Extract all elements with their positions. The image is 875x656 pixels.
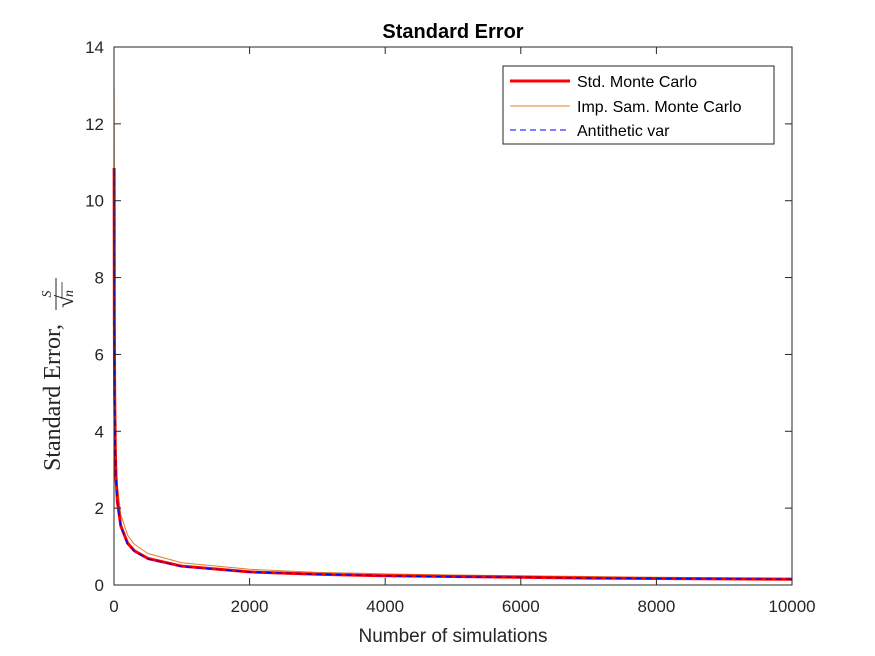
y-axis-label: Standard Error, S √ n xyxy=(40,278,79,471)
y-tick-label: 8 xyxy=(95,269,104,288)
x-tick-label: 0 xyxy=(109,597,118,616)
x-tick-label: 10000 xyxy=(768,597,815,616)
x-tick-label: 2000 xyxy=(231,597,269,616)
ticks-layer: 0 2000 4000 6000 8000 10000 0 2 4 6 8 10 12 14 xyxy=(85,38,816,616)
y-axis-label-numerator: S xyxy=(40,291,55,298)
x-tick-label: 6000 xyxy=(502,597,540,616)
series-layer xyxy=(112,89,793,581)
x-tick-label: 4000 xyxy=(366,597,404,616)
y-tick-label: 0 xyxy=(95,576,104,595)
legend-box xyxy=(502,65,775,145)
y-axis-label-radicand: n xyxy=(62,290,77,297)
legend-entry-antithetic-var: Antithetic var xyxy=(510,123,670,140)
y-tick-label: 12 xyxy=(85,115,104,134)
x-tick-label: 8000 xyxy=(637,597,675,616)
legend: Std. Monte Carlo Imp. Sam. Monte Carlo A… xyxy=(502,65,775,145)
y-tick-label: 14 xyxy=(85,38,104,57)
y-tick-label: 2 xyxy=(95,499,104,518)
legend-label-imp-sam-monte-carlo: Imp. Sam. Monte Carlo xyxy=(577,99,742,116)
y-axis-label-radical: √ xyxy=(53,294,79,308)
legend-entry-std-monte-carlo: Std. Monte Carlo xyxy=(510,74,697,91)
y-tick-label: 10 xyxy=(85,192,104,211)
y-tick-label: 4 xyxy=(95,422,104,441)
legend-entry-imp-sam-monte-carlo: Imp. Sam. Monte Carlo xyxy=(510,99,742,116)
series-antithetic-var xyxy=(113,169,793,580)
y-tick-label: 6 xyxy=(95,345,104,364)
legend-label-antithetic-var: Antithetic var xyxy=(577,123,670,140)
legend-label-std-monte-carlo: Std. Monte Carlo xyxy=(577,74,697,91)
axes-box xyxy=(113,46,793,586)
x-axis-label: Number of simulations xyxy=(358,626,547,647)
y-axis-label-text: Standard Error, xyxy=(40,324,66,471)
chart-title: Standard Error xyxy=(382,21,523,43)
